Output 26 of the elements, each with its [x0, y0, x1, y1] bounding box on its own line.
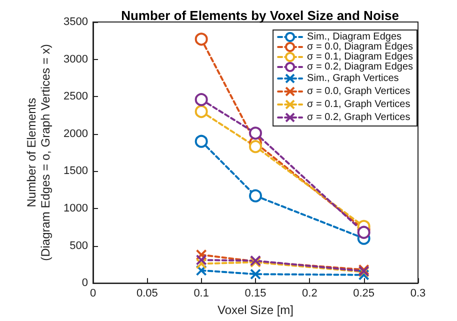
x-tick-label: 0.1: [194, 288, 209, 300]
y-tick-label: 3500: [64, 16, 88, 28]
chart-title: Number of Elements by Voxel Size and Noise: [121, 8, 399, 23]
y-tick-label: 2000: [64, 128, 88, 140]
y-tick-label: 500: [70, 240, 88, 252]
y-tick-label: 0: [82, 277, 88, 290]
y-tick-label: 3000: [64, 53, 88, 66]
x-axis-title: Voxel Size [m]: [217, 303, 294, 317]
x-tick-label: 0.15: [244, 288, 266, 300]
y-tick-label: 1500: [64, 165, 88, 178]
legend-label: σ = 0.2, Graph Vertices: [307, 112, 410, 123]
y-tick-label: 1000: [64, 202, 88, 214]
x-tick-label: 0.3: [410, 288, 426, 300]
legend-label: σ = 0.1, Diagram Edges: [307, 52, 414, 62]
legend-label: σ = 0.2, Diagram Edges: [307, 62, 414, 72]
x-tick-label: 0.05: [136, 288, 158, 300]
legend-label: σ = 0.0, Diagram Edges: [307, 42, 414, 52]
legend-label: Sim., Diagram Edges: [307, 32, 402, 42]
legend-label: σ = 0.1, Graph Vertices: [307, 99, 410, 110]
legend-label: σ = 0.0, Graph Vertices: [307, 86, 410, 97]
y-axis-title: Number of Elements (Diagram Edges = o, Graph Vertices = x): [24, 44, 53, 261]
y-tick-label: 2500: [64, 90, 88, 103]
x-tick-label: 0: [90, 288, 96, 300]
legend-label: Sim., Graph Vertices: [307, 73, 399, 84]
x-tick-label: 0.25: [353, 288, 375, 300]
x-tick-label: 0.2: [302, 288, 318, 300]
